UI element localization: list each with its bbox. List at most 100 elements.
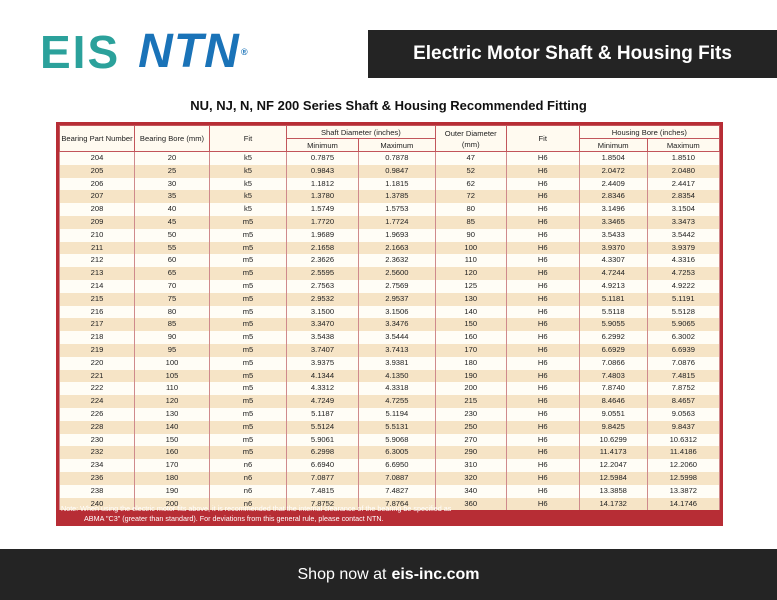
header-bearing-bore: Bearing Bore (mm) <box>134 125 210 152</box>
table-cell: 1.1812 <box>286 177 359 191</box>
table-cell: 3.3476 <box>357 318 436 332</box>
table-cell: 0.9843 <box>286 164 359 178</box>
table-cell: 2.4409 <box>578 177 648 191</box>
table-cell: 85 <box>434 215 507 229</box>
table-cell: 209 <box>59 215 135 229</box>
table-cell: 212 <box>59 254 135 268</box>
table-cell: 219 <box>59 343 135 357</box>
eis-logo-text: EIS <box>40 26 121 78</box>
table-header-row: Bearing Part Number Bearing Bore (mm) Fi… <box>59 125 721 152</box>
table-cell: 3.7407 <box>286 343 359 357</box>
footer-link[interactable]: eis-inc.com <box>391 565 480 583</box>
table-cell: 1.3785 <box>357 190 436 204</box>
table-row: 211 55 m5 2.1658 2.1663 100 H6 3.9370 3.9379 <box>59 241 721 255</box>
table-cell: 62 <box>434 177 507 191</box>
table-cell: m5 <box>209 446 287 460</box>
table-row: 220 100 m5 3.9375 3.9381 180 H6 7.0866 7.0876 <box>59 356 721 370</box>
table-cell: 2.1658 <box>286 241 359 255</box>
table-row: 222 110 m5 4.3312 4.3318 200 H6 7.8740 7.8752 <box>59 382 721 396</box>
table-cell: k5 <box>209 151 287 165</box>
table-cell: 11.4186 <box>646 446 721 460</box>
table-cell: 105 <box>134 369 210 383</box>
table-cell: 4.9222 <box>646 279 721 293</box>
table-cell: 13.3858 <box>578 484 648 498</box>
table-row: 215 75 m5 2.9532 2.9537 130 H6 5.1181 5.1191 <box>59 292 721 306</box>
table-cell: 140 <box>134 420 210 434</box>
table-cell: 2.0480 <box>646 164 721 178</box>
table-cell: 5.1187 <box>286 407 359 421</box>
table-cell: m5 <box>209 407 287 421</box>
table-cell: H6 <box>505 190 580 204</box>
note-line-2: ABMA "C3" (greater than standard). For d… <box>84 514 384 523</box>
table-cell: 3.1496 <box>578 203 648 216</box>
table-cell: 13.3872 <box>646 484 721 498</box>
table-cell: 0.7875 <box>286 151 359 165</box>
table-cell: 75 <box>134 292 210 306</box>
table-cell: 1.9693 <box>357 228 436 242</box>
table-cell: 12.5998 <box>646 471 721 485</box>
table-cell: 120 <box>434 267 507 280</box>
table-cell: 2.7569 <box>357 279 436 293</box>
table-row: 232 160 m5 6.2998 6.3005 290 H6 11.4173 11.4186 <box>59 446 721 460</box>
table-cell: 234 <box>59 459 135 472</box>
header-housing-max: Maximum <box>646 138 721 152</box>
table-cell: 7.0866 <box>578 356 648 370</box>
table-cell: 6.6929 <box>578 343 648 357</box>
table-cell: 6.3002 <box>646 331 721 344</box>
table-cell: m5 <box>209 305 287 319</box>
table-cell: 3.9379 <box>646 241 721 255</box>
table-cell: 5.9061 <box>286 433 359 447</box>
table-cell: 8.4657 <box>646 395 721 408</box>
table-cell: 7.4803 <box>578 369 648 383</box>
table-cell: H6 <box>505 407 580 421</box>
table-cell: 4.3316 <box>646 254 721 268</box>
footer-prefix: Shop now at <box>297 565 387 583</box>
table-row: 217 85 m5 3.3470 3.3476 150 H6 5.9055 5.9065 <box>59 318 721 332</box>
table-cell: 80 <box>434 203 507 216</box>
table-cell: 207 <box>59 190 135 204</box>
table-cell: H6 <box>505 343 580 357</box>
table-cell: H6 <box>505 420 580 434</box>
table-cell: 130 <box>134 407 210 421</box>
table-cell: 211 <box>59 241 135 255</box>
table-cell: 5.9065 <box>646 318 721 332</box>
table-cell: 4.7244 <box>578 267 648 280</box>
table-cell: 60 <box>134 254 210 268</box>
table-cell: 221 <box>59 369 135 383</box>
table-cell: 6.2998 <box>286 446 359 460</box>
table-cell: H6 <box>505 177 580 191</box>
table-cell: 10.6312 <box>646 433 721 447</box>
table-cell: 3.7413 <box>357 343 436 357</box>
table-cell: 125 <box>434 279 507 293</box>
table-cell: 2.4417 <box>646 177 721 191</box>
table-cell: n6 <box>209 484 287 498</box>
table-cell: 1.9689 <box>286 228 359 242</box>
table-cell: 85 <box>134 318 210 332</box>
table-cell: 250 <box>434 420 507 434</box>
table-cell: 100 <box>434 241 507 255</box>
table-cell: 6.3005 <box>357 446 436 460</box>
table-cell: 5.5131 <box>357 420 436 434</box>
table-cell: 4.1350 <box>357 369 436 383</box>
table-row: 209 45 m5 1.7720 1.7724 85 H6 3.3465 3.3473 <box>59 215 721 229</box>
note-line-1: Note: When using the electric motor fits… <box>61 504 452 513</box>
table-note: Note: When using the electric motor fits… <box>61 504 716 524</box>
table-cell: 4.3312 <box>286 382 359 396</box>
table-cell: 9.0563 <box>646 407 721 421</box>
table-cell: 2.9532 <box>286 292 359 306</box>
table-cell: 50 <box>134 228 210 242</box>
table-cell: 0.7878 <box>357 151 436 165</box>
table-cell: 7.4827 <box>357 484 436 498</box>
fits-table-frame: Bearing Part Number Bearing Bore (mm) Fi… <box>56 122 723 526</box>
table-cell: m5 <box>209 292 287 306</box>
table-cell: 236 <box>59 471 135 485</box>
table-cell: H6 <box>505 305 580 319</box>
table-cell: 230 <box>434 407 507 421</box>
table-cell: 2.5600 <box>357 267 436 280</box>
table-cell: 55 <box>134 241 210 255</box>
table-cell: 100 <box>134 356 210 370</box>
table-cell: 65 <box>134 267 210 280</box>
table-row: 208 40 k5 1.5749 1.5753 80 H6 3.1496 3.1504 <box>59 203 721 216</box>
table-cell: 206 <box>59 177 135 191</box>
table-cell: m5 <box>209 267 287 280</box>
